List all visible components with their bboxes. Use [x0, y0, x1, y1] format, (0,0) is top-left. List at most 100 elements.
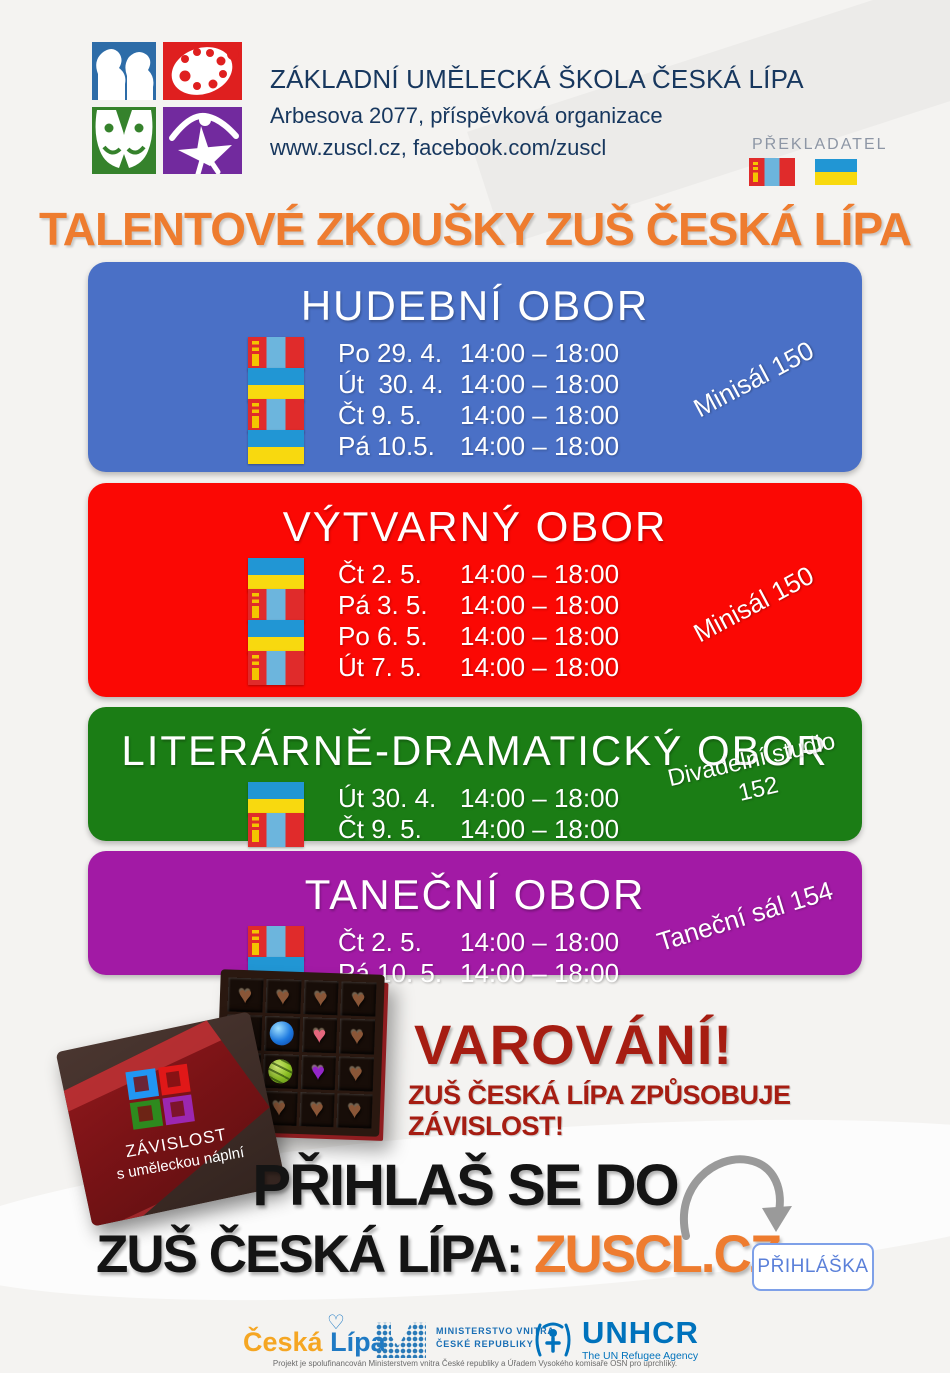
chocolate-icon: ♥	[347, 1097, 362, 1124]
language-flag-icon	[248, 367, 304, 402]
chocolate-icon: ♥	[313, 984, 329, 1011]
chocolate-icon: ♥	[271, 1094, 287, 1121]
cta-website[interactable]: ZUSCL.CZ	[534, 1225, 782, 1284]
section-schedule: Po 29. 4. 14:00 – 18:00 Út 30. 4. 14:00 …	[88, 336, 862, 464]
chocolate-icon: ♥	[351, 985, 366, 1012]
cta-line2: ZUŠ ČESKÁ LÍPA: ZUSCL.CZ	[96, 1224, 782, 1285]
session-time: 14:00 – 18:00	[460, 559, 620, 589]
application-button[interactable]: PŘIHLÁŠKA	[752, 1243, 874, 1291]
program-section: VÝTVARNÝ OBOR Čt 2. 5. 14:00 – 18:00 Pá …	[88, 483, 862, 697]
chocolate-icon: ♥	[309, 1095, 325, 1123]
chocolate-cell: ♥	[337, 1055, 374, 1092]
translator-label: PŘEKLADATEL	[752, 136, 888, 153]
chocolate-cell: ♥	[301, 1017, 338, 1053]
sections: HUDEBNÍ OBOR Po 29. 4. 14:00 – 18:00 Út …	[88, 262, 862, 991]
section-schedule: Čt 2. 5. 14:00 – 18:00 Pá 10. 5. 14:00 –…	[88, 925, 862, 991]
school-web-links[interactable]: www.zuscl.cz, facebook.com/zuscl	[270, 135, 607, 160]
schedule-row: Út 30. 4. 14:00 – 18:00	[248, 781, 862, 816]
session-time: 14:00 – 18:00	[460, 431, 620, 461]
schedule-row: Čt 9. 5. 14:00 – 18:00	[248, 398, 862, 433]
program-section: HUDEBNÍ OBOR Po 29. 4. 14:00 – 18:00 Út …	[88, 262, 862, 472]
heart-icon: ♡	[327, 1312, 345, 1334]
session-date: Po 6. 5.	[338, 621, 428, 651]
unhcr-emblem-icon	[535, 1322, 571, 1356]
chocolate-icon	[269, 1021, 295, 1047]
language-flag-icon	[248, 650, 304, 685]
session-date: Út 7. 5.	[338, 652, 422, 682]
chocolate-cell: ♥	[336, 1093, 373, 1129]
language-flag-icon	[248, 557, 304, 592]
program-section: LITERÁRNĚ-DRAMATICKÝ OBOR Út 30. 4. 14:0…	[88, 707, 862, 847]
language-flag-icon	[248, 812, 304, 847]
unhcr-name: UNHCR	[582, 1315, 699, 1350]
schedule-row: Pá 3. 5. 14:00 – 18:00	[248, 588, 862, 623]
section-title: HUDEBNÍ OBOR	[300, 282, 650, 329]
session-time: 14:00 – 18:00	[460, 783, 620, 813]
chocolate-cell	[263, 1016, 300, 1052]
chocolate-icon: ♥	[348, 1059, 364, 1087]
language-flag-icon	[248, 925, 304, 960]
session-time: 14:00 – 18:00	[460, 590, 620, 620]
ceska-lipa-logo: ♡ Česká Lípa	[243, 1312, 386, 1357]
section-title: TANEČNÍ OBOR	[304, 871, 646, 918]
school-logo-icon	[92, 42, 242, 174]
ukraine-flag-icon	[815, 159, 857, 185]
language-flag-icon	[248, 619, 304, 654]
section-title: LITERÁRNĚ-DRAMATICKÝ OBOR	[121, 727, 829, 774]
chocolate-cell: ♥	[340, 981, 377, 1017]
ministry-logo: MINISTERSTVO VNITRA ČESKÉ REPUBLIKY	[376, 1318, 555, 1358]
school-address: Arbesova 2077, příspěvková organizace	[270, 103, 663, 128]
unhcr-tagline: The UN Refugee Agency	[582, 1350, 699, 1362]
curved-arrow-icon	[680, 1155, 792, 1240]
chocolate-icon: ♥	[310, 1058, 326, 1086]
language-flag-icon	[248, 336, 304, 371]
session-time: 14:00 – 18:00	[460, 369, 620, 399]
program-section: TANEČNÍ OBOR Čt 2. 5. 14:00 – 18:00 Pá 1…	[88, 851, 862, 991]
schedule-row: Po 29. 4. 14:00 – 18:00	[248, 336, 862, 371]
session-time: 14:00 – 18:00	[460, 400, 620, 430]
session-date: Po 29. 4.	[338, 338, 443, 368]
schedule-row: Út 7. 5. 14:00 – 18:00	[248, 650, 862, 685]
schedule-row: Pá 10.5. 14:00 – 18:00	[248, 429, 862, 464]
session-time: 14:00 – 18:00	[460, 338, 620, 368]
chocolate-cell: ♥	[302, 980, 339, 1016]
warning-subtitle: ZUŠ ČESKÁ LÍPA ZPŮSOBUJE ZÁVISLOST!	[408, 1080, 791, 1141]
cta-line1: PŘIHLAŠ SE DO	[252, 1153, 679, 1218]
session-date: Čt 9. 5.	[338, 400, 422, 430]
schedule-row: Po 6. 5. 14:00 – 18:00	[248, 619, 862, 654]
chocolate-icon: ♥	[275, 982, 291, 1010]
session-time: 14:00 – 18:00	[460, 621, 620, 651]
language-flag-icon	[248, 781, 304, 816]
session-date: Pá 3. 5.	[338, 590, 428, 620]
lid-mini-logo-icon	[125, 1063, 195, 1130]
cta-line2-black: ZUŠ ČESKÁ LÍPA:	[96, 1225, 535, 1284]
chocolate-cell: ♥	[339, 1018, 376, 1055]
session-date: Út 30. 4.	[338, 783, 437, 813]
chocolate-icon: ♥	[349, 1022, 365, 1050]
section-schedule: Út 30. 4. 14:00 – 18:00 Čt 9. 5. 14:00 –…	[88, 781, 862, 847]
schedule-row: Čt 2. 5. 14:00 – 18:00	[248, 557, 862, 592]
session-date: Čt 2. 5.	[338, 927, 422, 957]
school-name: ZÁKLADNÍ UMĚLECKÁ ŠKOLA ČESKÁ LÍPA	[270, 64, 804, 94]
chocolate-cell: ♥	[265, 978, 302, 1015]
mongolia-flag-icon	[749, 158, 795, 186]
chocolate-icon: ♥	[238, 981, 253, 1008]
chocolate-cell	[262, 1053, 299, 1089]
session-date: Čt 2. 5.	[338, 559, 422, 589]
translator-flags	[749, 158, 857, 186]
section-title: VÝTVARNÝ OBOR	[282, 503, 668, 550]
schedule-row: Čt 9. 5. 14:00 – 18:00	[248, 812, 862, 847]
session-date: Čt 9. 5.	[338, 814, 422, 844]
chocolate-icon	[268, 1058, 293, 1084]
fine-print: Projekt je spolufinancován Ministerstvem…	[272, 1359, 678, 1368]
session-date: Pá 10.5.	[338, 431, 435, 461]
chocolate-cell: ♥	[298, 1091, 335, 1128]
session-time: 14:00 – 18:00	[460, 958, 620, 988]
session-time: 14:00 – 18:00	[460, 814, 620, 844]
chocolate-cell: ♥	[227, 977, 264, 1013]
warning-title: VAROVÁNÍ!	[414, 1013, 734, 1076]
session-time: 14:00 – 18:00	[460, 927, 620, 957]
ministry-line2: ČESKÉ REPUBLIKY	[436, 1339, 534, 1349]
schedule-row: Čt 2. 5. 14:00 – 18:00	[248, 925, 862, 960]
session-time: 14:00 – 18:00	[460, 652, 620, 682]
